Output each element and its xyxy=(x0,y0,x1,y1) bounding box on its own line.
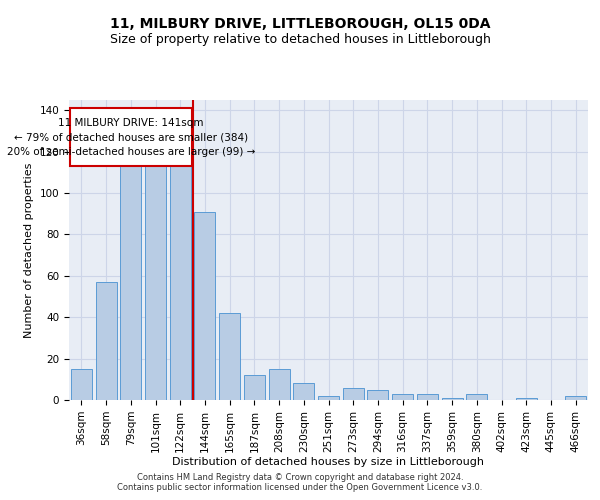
Text: 11 MILBURY DRIVE: 141sqm: 11 MILBURY DRIVE: 141sqm xyxy=(58,118,204,128)
Bar xyxy=(71,369,92,400)
Bar xyxy=(269,369,290,400)
Bar xyxy=(170,156,191,400)
Bar xyxy=(343,388,364,400)
Bar xyxy=(244,375,265,400)
Bar xyxy=(145,162,166,400)
Bar xyxy=(95,282,116,400)
Bar xyxy=(466,394,487,400)
Bar xyxy=(194,212,215,400)
Text: ← 79% of detached houses are smaller (384): ← 79% of detached houses are smaller (38… xyxy=(14,132,248,142)
FancyBboxPatch shape xyxy=(70,108,192,166)
Bar xyxy=(442,398,463,400)
Bar xyxy=(392,394,413,400)
Text: 11, MILBURY DRIVE, LITTLEBOROUGH, OL15 0DA: 11, MILBURY DRIVE, LITTLEBOROUGH, OL15 0… xyxy=(110,18,490,32)
Bar xyxy=(516,398,537,400)
Bar xyxy=(120,162,141,400)
Y-axis label: Number of detached properties: Number of detached properties xyxy=(24,162,34,338)
Bar xyxy=(318,396,339,400)
Bar xyxy=(293,384,314,400)
Text: Size of property relative to detached houses in Littleborough: Size of property relative to detached ho… xyxy=(110,32,490,46)
Text: 20% of semi-detached houses are larger (99) →: 20% of semi-detached houses are larger (… xyxy=(7,146,256,156)
Bar xyxy=(565,396,586,400)
Bar xyxy=(219,313,240,400)
Bar xyxy=(417,394,438,400)
Bar xyxy=(367,390,388,400)
X-axis label: Distribution of detached houses by size in Littleborough: Distribution of detached houses by size … xyxy=(173,458,485,468)
Text: Contains HM Land Registry data © Crown copyright and database right 2024.
Contai: Contains HM Land Registry data © Crown c… xyxy=(118,473,482,492)
